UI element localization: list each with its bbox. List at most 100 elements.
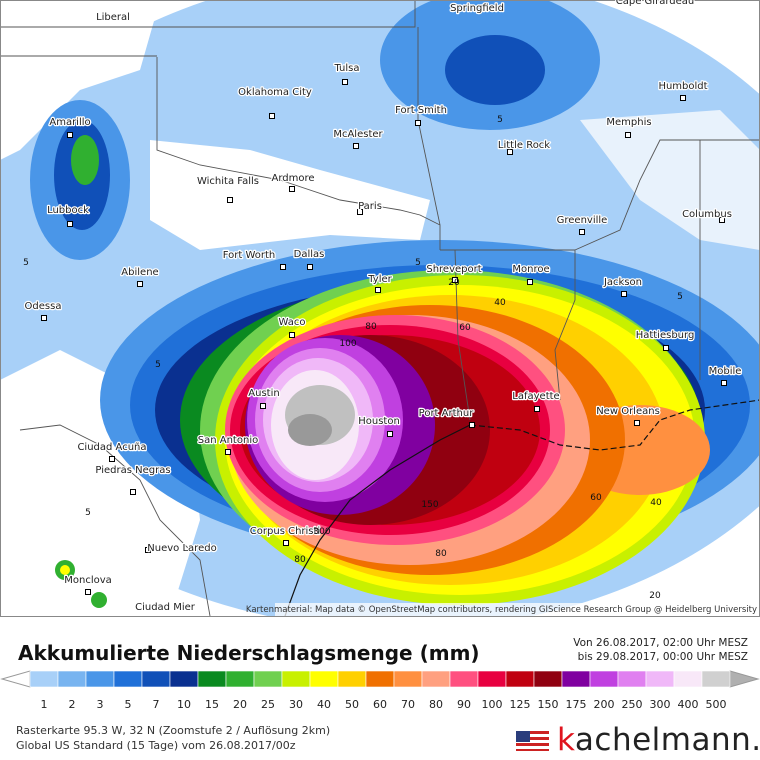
- contour-label: 5: [415, 258, 421, 268]
- city-label: Abilene: [121, 267, 158, 278]
- period-start: Von 26.08.2017, 02:00 Uhr MESZ: [573, 637, 748, 649]
- city-label: Ardmore: [271, 173, 314, 184]
- contour-label: 60: [459, 323, 471, 333]
- city-label: Amarillo: [49, 117, 90, 128]
- city-marker: [342, 79, 348, 85]
- contour-label: 300: [313, 527, 330, 537]
- city-marker: [357, 209, 363, 215]
- color-swatch: [477, 670, 507, 688]
- contour-labels: 5 5 5 5 5 5 20 20 40 40 60 60 80 80 80 100 150 300: [23, 115, 683, 601]
- colorbar-label: 60: [373, 698, 387, 711]
- flag-icon: [516, 731, 549, 751]
- colorbar-label: 70: [401, 698, 415, 711]
- city-label: Humboldt: [658, 81, 707, 92]
- colorbar-label: 200: [594, 698, 615, 711]
- city-marker: [579, 229, 585, 235]
- city-marker: [634, 420, 640, 426]
- city-marker: [375, 287, 381, 293]
- city-marker: [41, 315, 47, 321]
- colorbar-label: 175: [566, 698, 587, 711]
- city-label: Odessa: [25, 301, 62, 312]
- colorbar-label: 500: [706, 698, 727, 711]
- city-label: Tulsa: [333, 63, 359, 74]
- color-swatch: [589, 670, 619, 688]
- city-label: Lafayette: [512, 391, 559, 402]
- city-marker: [415, 120, 421, 126]
- contour-label: 150: [421, 500, 438, 510]
- colorbar-label: 100: [482, 698, 503, 711]
- contour-label: 80: [294, 555, 306, 565]
- color-swatch: [645, 670, 675, 688]
- city-marker: [283, 540, 289, 546]
- city-marker: [289, 186, 295, 192]
- colorbar-label: 80: [429, 698, 443, 711]
- city-marker: [534, 406, 540, 412]
- city-label: New Orleans: [596, 406, 660, 417]
- city-marker: [387, 431, 393, 437]
- city-marker: [67, 221, 73, 227]
- colorbar-label: 300: [650, 698, 671, 711]
- city-label: Tyler: [367, 274, 392, 285]
- color-swatch: [197, 670, 227, 688]
- colorbar-label: 25: [261, 698, 275, 711]
- contour-label: 80: [435, 549, 447, 559]
- contour-label: 40: [494, 298, 506, 308]
- color-swatch: [673, 670, 703, 688]
- colorbar-label: 2: [69, 698, 76, 711]
- city-marker: [719, 217, 725, 223]
- city-label: Memphis: [606, 117, 651, 128]
- city-label: Ciudad Mier: [135, 602, 196, 613]
- city-label: Shreveport: [426, 264, 481, 275]
- city-label: Fort Worth: [223, 250, 276, 261]
- city-label: Corpus Christi: [250, 526, 320, 537]
- city-marker: [289, 332, 295, 338]
- legend-title: Akkumulierte Niederschlagsmenge (mm): [18, 641, 480, 665]
- city-marker: [621, 291, 627, 297]
- city-marker: [280, 264, 286, 270]
- colorbar-label: 1: [41, 698, 48, 711]
- city-label: Piedras Negras: [95, 465, 170, 476]
- city-marker: [353, 143, 359, 149]
- city-label: Greenville: [557, 215, 608, 226]
- city-label: Jackson: [603, 277, 642, 288]
- color-swatch: [309, 670, 339, 688]
- color-swatch: [57, 670, 87, 688]
- city-marker: [225, 449, 231, 455]
- city-marker: [721, 380, 727, 386]
- attribution: Kartenmaterial: Map data © OpenStreetMap…: [246, 605, 757, 615]
- colorbar-label: 10: [177, 698, 191, 711]
- city-label: Fort Smith: [395, 105, 447, 116]
- colorbar-label: 7: [153, 698, 160, 711]
- color-swatch: [617, 670, 647, 688]
- colorbar-label: 125: [510, 698, 531, 711]
- brand-logo: kachelmann.: [557, 722, 760, 758]
- city-label: Monclova: [64, 575, 112, 586]
- contour-label: 100: [339, 339, 356, 349]
- city-label: Cape Girardeau: [616, 0, 694, 7]
- city-marker: [452, 277, 458, 283]
- color-swatch: [505, 670, 535, 688]
- info-line: Rasterkarte 95.3 W, 32 N (Zoomstufe 2 / …: [16, 724, 330, 737]
- city-marker: [680, 95, 686, 101]
- color-swatch: [561, 670, 591, 688]
- color-swatch: [113, 670, 143, 688]
- color-swatch: [449, 670, 479, 688]
- contour-label: 20: [448, 278, 460, 288]
- city-label: Houston: [358, 416, 400, 427]
- contour-label: 5: [23, 258, 29, 268]
- color-swatch: [169, 670, 199, 688]
- color-swatch: [393, 670, 423, 688]
- contour-label: 5: [677, 292, 683, 302]
- city-marker: [145, 547, 151, 553]
- city-label: Waco: [279, 317, 306, 328]
- contour-label: 80: [365, 322, 377, 332]
- color-swatch: [701, 670, 731, 688]
- city-label: Liberal: [96, 12, 130, 23]
- color-swatch: [253, 670, 283, 688]
- city-label: McAlester: [333, 129, 383, 140]
- city-label: Ciudad Acuña: [77, 442, 146, 453]
- city-label: Columbus: [682, 209, 732, 220]
- city-marker: [663, 345, 669, 351]
